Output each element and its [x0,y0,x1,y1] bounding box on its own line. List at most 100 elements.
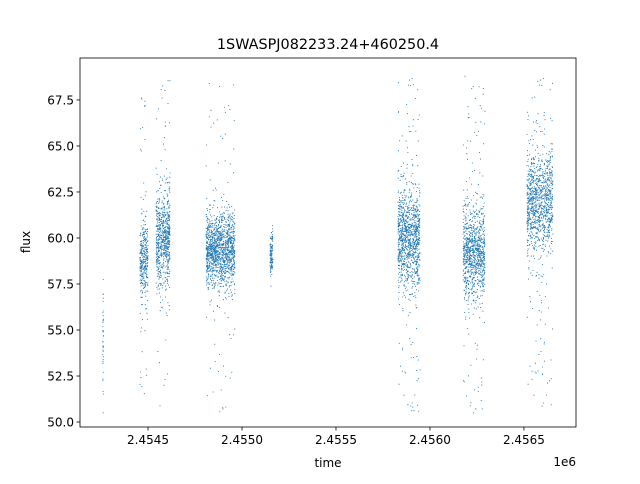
data-point [102,345,104,347]
data-point [207,279,209,281]
data-point [476,220,478,222]
data-point [218,222,221,224]
data-point [102,315,104,317]
data-point [403,261,406,263]
data-point [205,165,207,167]
data-point [210,229,213,231]
data-point [409,189,411,191]
data-point [222,215,224,217]
data-point [399,251,401,253]
data-point [403,250,405,252]
data-point [465,280,467,282]
data-point [409,255,411,257]
data-point [407,147,409,149]
data-point [168,253,170,255]
data-point [160,255,163,257]
data-point [228,225,230,228]
data-point [229,163,231,165]
data-point [542,178,544,180]
data-point [403,199,405,201]
data-point [406,217,408,220]
data-point [473,284,475,286]
data-point [476,291,478,293]
data-point [169,210,171,212]
data-point [206,231,208,233]
data-point [211,230,213,232]
data-point [484,110,486,112]
data-point [416,206,418,208]
data-point [162,215,164,217]
data-point [468,241,471,243]
data-point [215,229,217,231]
data-point [218,226,220,228]
data-point [466,261,468,263]
data-point [476,134,478,137]
data-point [470,240,472,242]
data-point [210,245,212,247]
data-point [212,243,214,245]
data-point [400,207,402,209]
data-point [216,263,218,265]
data-point [229,334,231,336]
data-point [232,242,234,244]
data-point [231,270,233,272]
data-point [142,284,144,287]
data-point [102,321,104,323]
data-point [218,295,220,297]
data-point [159,274,161,276]
data-point [156,218,158,220]
data-point [214,187,217,189]
data-point [527,199,529,201]
data-point [139,312,141,314]
data-point [167,201,169,203]
data-point [472,313,474,315]
data-point [227,246,229,248]
data-point [417,282,419,284]
data-point [212,253,214,255]
data-point [412,246,414,248]
data-point [140,244,142,247]
data-point [271,273,273,276]
data-point [473,294,475,297]
data-point [474,216,476,218]
data-point [477,260,479,262]
data-point [158,277,160,279]
data-point [102,335,105,337]
data-point [142,319,144,321]
data-point [223,265,225,267]
data-point [144,194,146,196]
data-point [406,262,408,264]
data-point [418,253,420,255]
data-point [405,226,408,228]
data-point [165,242,167,244]
data-point [155,249,158,251]
data-point [144,284,146,286]
data-point [165,220,167,222]
data-point [399,202,401,204]
data-point [410,194,412,196]
data-point [224,237,226,239]
data-point [409,271,411,273]
data-point [415,214,417,216]
data-point [400,274,402,276]
data-point [140,252,142,254]
data-point [164,228,166,231]
data-point [403,281,405,283]
data-point [418,234,420,236]
data-point [406,103,408,105]
data-point [409,244,411,246]
data-point [471,229,473,231]
data-point [472,210,474,212]
data-point [412,206,414,208]
data-point [269,253,271,256]
data-point [168,275,170,278]
data-point [409,228,411,230]
data-point [139,258,141,260]
data-point [472,276,474,278]
data-point [157,238,159,240]
data-point [469,288,471,290]
data-point [416,229,418,231]
data-point [399,221,401,223]
data-point [142,227,144,229]
data-point [535,222,537,224]
